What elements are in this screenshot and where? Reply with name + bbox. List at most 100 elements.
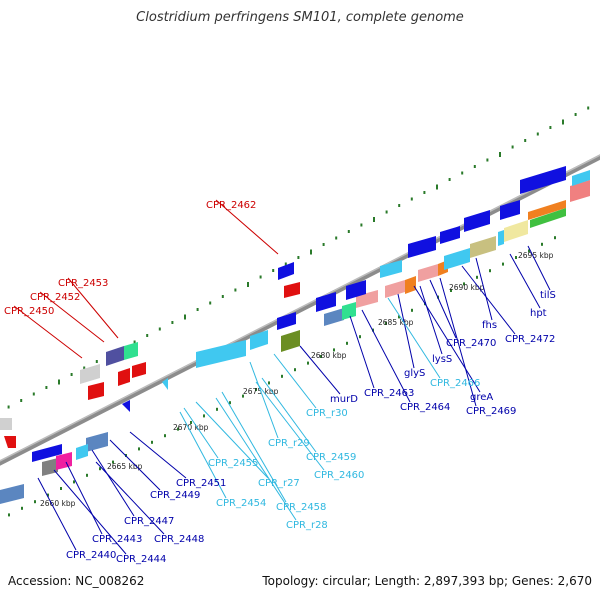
kbp-tick-label: 2665 kbp — [107, 462, 143, 471]
gene-label[interactable]: CPR_2472 — [505, 334, 555, 345]
gene-cds[interactable] — [570, 180, 590, 202]
gc-dot — [515, 256, 517, 259]
gene-cds[interactable] — [528, 200, 566, 220]
gene-label[interactable]: CPR_2458 — [276, 502, 326, 513]
gene-cds[interactable] — [520, 166, 566, 194]
label-leader-line — [299, 345, 341, 395]
gene-cds[interactable] — [122, 400, 130, 412]
gene-box[interactable] — [0, 418, 12, 430]
gene-label[interactable]: CPR_2469 — [466, 406, 516, 417]
gene-cds[interactable] — [124, 342, 138, 360]
gene-label[interactable]: CPR_r27 — [258, 478, 300, 489]
gene-label[interactable]: CPR_2449 — [150, 490, 200, 501]
gc-dot — [164, 434, 166, 438]
gene-cds[interactable] — [346, 280, 366, 300]
gene-label[interactable]: murD — [330, 394, 358, 405]
gc-dot — [184, 314, 186, 320]
gene-cds[interactable] — [464, 210, 490, 232]
gene-label[interactable]: CPR_2454 — [216, 498, 266, 509]
gene-label[interactable]: CPR_2459 — [306, 452, 356, 463]
gene-cds[interactable] — [530, 208, 566, 228]
gene-label[interactable]: CPR_2464 — [400, 402, 450, 413]
gene-label[interactable]: CPR_2440 — [66, 550, 116, 561]
gene-box[interactable] — [4, 436, 16, 448]
gene-cds[interactable] — [86, 432, 108, 452]
gene-label[interactable]: CPR_2452 — [30, 292, 80, 303]
gene-label[interactable]: CPR_2460 — [314, 470, 364, 481]
gene-cds[interactable] — [418, 264, 438, 282]
gene-cds[interactable] — [342, 302, 356, 320]
gene-cds[interactable] — [405, 276, 416, 294]
gene-cds[interactable] — [80, 364, 100, 384]
gene-label[interactable]: CPR_2470 — [446, 338, 496, 349]
gene-cds[interactable] — [76, 444, 88, 460]
gene-label[interactable]: CPR_r28 — [286, 520, 328, 531]
gene-label[interactable]: lysS — [432, 354, 452, 365]
gc-dot — [209, 301, 212, 305]
gc-dot — [146, 334, 149, 337]
gene-cds[interactable] — [572, 170, 590, 186]
gene-cds[interactable] — [277, 312, 296, 330]
gene-cds[interactable] — [0, 484, 24, 504]
gc-dot — [247, 282, 249, 287]
gene-label[interactable]: greA — [470, 392, 493, 403]
gc-dot — [190, 421, 192, 424]
gc-dot — [83, 366, 86, 370]
gc-dot — [410, 197, 413, 201]
gene-cds[interactable] — [32, 444, 62, 462]
gene-cds[interactable] — [278, 262, 294, 280]
gene-cds[interactable] — [380, 260, 402, 278]
gene-cds[interactable] — [42, 458, 58, 476]
gene-label[interactable]: CPR_2463 — [364, 388, 414, 399]
gene-label[interactable]: glyS — [404, 368, 425, 379]
gene-cds[interactable] — [498, 230, 504, 246]
gene-cds[interactable] — [281, 330, 300, 352]
label-leader-line — [179, 411, 227, 499]
gene-cds[interactable] — [250, 330, 268, 350]
gene-cds[interactable] — [196, 340, 246, 368]
gene-label[interactable]: CPR_2444 — [116, 554, 166, 565]
gene-cds[interactable] — [324, 308, 344, 326]
gene-label[interactable]: CPR_2450 — [4, 306, 54, 317]
gene-label[interactable]: CPR_2447 — [124, 516, 174, 527]
gene-label[interactable]: CPR_r30 — [306, 408, 348, 419]
gene-cds[interactable] — [385, 280, 405, 298]
gene-cds[interactable] — [88, 382, 104, 400]
gene-cds[interactable] — [440, 226, 460, 244]
gene-label[interactable]: CPR_2462 — [206, 200, 256, 211]
gene-label[interactable]: CPR_2451 — [176, 478, 226, 489]
gene-cds[interactable] — [504, 220, 528, 242]
gene-cds[interactable] — [118, 368, 130, 386]
gene-label[interactable]: CPR_2453 — [58, 278, 108, 289]
gene-cds[interactable] — [470, 236, 496, 258]
gene-label[interactable]: hpt — [530, 308, 547, 319]
label-leader-line — [37, 477, 77, 551]
gene-cds[interactable] — [284, 282, 300, 298]
gc-dot — [158, 327, 161, 331]
gene-label[interactable]: CPR_r29 — [268, 438, 310, 449]
gene-cds[interactable] — [408, 236, 436, 258]
gene-cds[interactable] — [132, 362, 146, 378]
gc-dot — [436, 184, 438, 190]
gene-label[interactable]: CPR_2448 — [154, 534, 204, 545]
gene-cds[interactable] — [316, 292, 336, 312]
gc-dot — [373, 217, 375, 222]
gene-label[interactable]: CPR_2455 — [208, 458, 258, 469]
gc-dot — [554, 236, 556, 240]
gc-dot — [398, 204, 401, 207]
label-leader-line — [413, 285, 481, 393]
label-leader-line — [215, 397, 297, 521]
gene-label[interactable]: CPR_2443 — [92, 534, 142, 545]
gene-label[interactable]: CPR_2466 — [430, 378, 480, 389]
gene-cds[interactable] — [162, 378, 168, 390]
gene-label[interactable]: fhs — [482, 320, 497, 331]
gc-dot — [86, 473, 88, 477]
gene-cds[interactable] — [106, 346, 124, 366]
gc-dot — [203, 414, 205, 418]
kbp-tick-label: 2670 kbp — [173, 423, 209, 432]
gene-cds[interactable] — [444, 248, 470, 270]
gene-label[interactable]: tilS — [540, 290, 556, 301]
label-leader-line — [129, 431, 187, 479]
gene-cds[interactable] — [500, 200, 520, 220]
gc-dot — [281, 374, 283, 378]
